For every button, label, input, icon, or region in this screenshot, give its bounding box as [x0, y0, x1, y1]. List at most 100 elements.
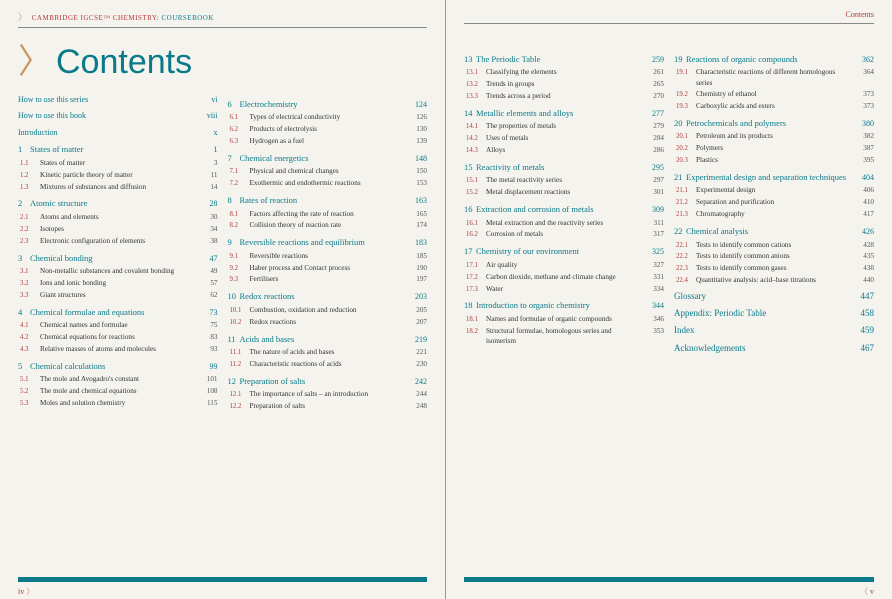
intro-page: vi: [211, 94, 217, 106]
subsection-page: 38: [198, 236, 218, 246]
subsection-title: Experimental design: [696, 185, 854, 195]
subsection-number: 20.2: [674, 144, 696, 154]
chapter-page: 242: [405, 376, 427, 388]
subsection-title: Air quality: [486, 260, 644, 270]
intro-label: Introduction: [18, 127, 58, 139]
subsection-title: Types of electrical conductivity: [250, 112, 408, 122]
subsection-page: 62: [198, 290, 218, 300]
subsection-number: 5.1: [18, 375, 40, 385]
subsection-title: Isotopes: [40, 224, 198, 234]
subsection-title: Atoms and elements: [40, 212, 198, 222]
subsection-page: 417: [854, 209, 874, 219]
chapter-title: Chemistry of our environment: [476, 245, 642, 257]
subsection-title: Trends in groups: [486, 79, 644, 89]
chapter-title: Reversible reactions and equilibrium: [240, 236, 406, 248]
subsection-page: 207: [407, 317, 427, 327]
chapter-row: 2 Atomic structure 28: [18, 197, 218, 211]
chapter-row: 3 Chemical bonding 47: [18, 251, 218, 265]
subsection-title: Kinetic particle theory of matter: [40, 170, 198, 180]
subsection-number: 22.2: [674, 252, 696, 262]
chapter-title: Introduction to organic chemistry: [476, 299, 642, 311]
subsection-row: 22.3 Tests to identify common gases 438: [674, 263, 874, 275]
subsection-page: 373: [854, 89, 874, 99]
footer-bar: [464, 577, 874, 582]
subsection-row: 11.1 The nature of acids and bases 221: [228, 347, 428, 359]
subsection-row: 1.1 States of matter 3: [18, 157, 218, 169]
subsection-row: 9.2 Haber process and Contact process 19…: [228, 262, 428, 274]
column: 19 Reactions of organic compounds 362 19…: [674, 48, 874, 355]
subsection-page: 130: [407, 124, 427, 134]
subsection-row: 20.1 Petroleum and its products 382: [674, 131, 874, 143]
chapter-row: 6 Electrochemistry 124: [228, 97, 428, 111]
subsection-page: 126: [407, 112, 427, 122]
chapter-number: 19: [674, 53, 686, 65]
subsection-number: 22.1: [674, 241, 696, 251]
subsection-row: 5.3 Moles and solution chemistry 115: [18, 398, 218, 410]
subsection-number: 11.1: [228, 348, 250, 358]
subsection-title: Mixtures of substances and diffusion: [40, 182, 198, 192]
subsection-row: 5.1 The mole and Avogadro's constant 101: [18, 374, 218, 386]
subsection-page: 334: [644, 284, 664, 294]
subsection-row: 3.1 Non-metallic substances and covalent…: [18, 266, 218, 278]
chapter-row: 15 Reactivity of metals 295: [464, 160, 664, 174]
subsection-title: Collision theory of reaction rate: [250, 220, 408, 230]
subsection-title: Structural formulae, homologous series a…: [486, 326, 644, 347]
chapter-page: 325: [642, 246, 664, 258]
subsection-page: 205: [407, 305, 427, 315]
chapter-page: 1: [196, 144, 218, 156]
chapter-row: 18 Introduction to organic chemistry 344: [464, 299, 664, 313]
subsection-row: 16.1 Metal extraction and the reactivity…: [464, 217, 664, 229]
subsection-title: Metal extraction and the reactivity seri…: [486, 218, 644, 228]
subsection-title: Trends across a period: [486, 91, 644, 101]
subsection-row: 3.3 Giant structures 62: [18, 289, 218, 301]
column: 13 The Periodic Table 259 13.1 Classifyi…: [464, 48, 664, 355]
endmatter-title: Index: [674, 324, 695, 337]
chapter-row: 16 Extraction and corrosion of metals 30…: [464, 203, 664, 217]
footer-right: 〈 v: [464, 577, 874, 591]
chapter-row: 11 Acids and bases 219: [228, 332, 428, 346]
subsection-title: Redox reactions: [250, 317, 408, 327]
subsection-row: 22.4 Quantitative analysis: acid–base ti…: [674, 275, 874, 287]
chapter-row: 7 Chemical energetics 148: [228, 151, 428, 165]
subsection-row: 20.3 Plastics 395: [674, 154, 874, 166]
subsection-number: 17.2: [464, 273, 486, 283]
chapter-page: 259: [642, 54, 664, 66]
subsection-title: Plastics: [696, 155, 854, 165]
chapter-row: 20 Petrochemicals and polymers 380: [674, 116, 874, 130]
subsection-row: 19.3 Carboxylic acids and esters 373: [674, 100, 874, 112]
subsection-number: 11.2: [228, 360, 250, 370]
subsection-number: 8.1: [228, 210, 250, 220]
subsection-page: 353: [644, 326, 664, 336]
chapter-number: 10: [228, 290, 240, 302]
subsection-page: 244: [407, 389, 427, 399]
subsection-title: Exothermic and endothermic reactions: [250, 178, 408, 188]
chapter-row: 19 Reactions of organic compounds 362: [674, 52, 874, 66]
subsection-number: 21.1: [674, 186, 696, 196]
subsection-row: 17.2 Carbon dioxide, methane and climate…: [464, 271, 664, 283]
subsection-number: 20.1: [674, 132, 696, 142]
subsection-row: 15.1 The metal reactivity series 297: [464, 175, 664, 187]
subsection-row: 14.3 Alloys 286: [464, 144, 664, 156]
footer-bar: [18, 577, 427, 582]
endmatter-row: Index 459: [674, 324, 874, 337]
subsection-title: Non-metallic substances and covalent bon…: [40, 266, 198, 276]
chapter-title: Chemical formulae and equations: [30, 306, 196, 318]
subsection-title: Physical and chemical changes: [250, 166, 408, 176]
intro-row: How to use this series vi: [18, 93, 218, 106]
subsection-row: 7.1 Physical and chemical changes 150: [228, 166, 428, 178]
chapter-number: 2: [18, 197, 30, 209]
subsection-row: 10.2 Redox reactions 207: [228, 316, 428, 328]
subsection-page: 230: [407, 359, 427, 369]
subsection-number: 14.3: [464, 146, 486, 156]
subsection-number: 22.4: [674, 276, 696, 286]
subsection-number: 22.3: [674, 264, 696, 274]
subsection-page: 373: [854, 101, 874, 111]
subsection-title: Separation and purification: [696, 197, 854, 207]
subsection-number: 1.1: [18, 159, 40, 169]
chapter-title: Reactivity of metals: [476, 161, 642, 173]
intro-page: viii: [207, 110, 218, 122]
subsection-number: 18.1: [464, 315, 486, 325]
subsection-number: 6.3: [228, 137, 250, 147]
chapter-number: 20: [674, 117, 686, 129]
endmatter-page: 467: [861, 342, 875, 355]
